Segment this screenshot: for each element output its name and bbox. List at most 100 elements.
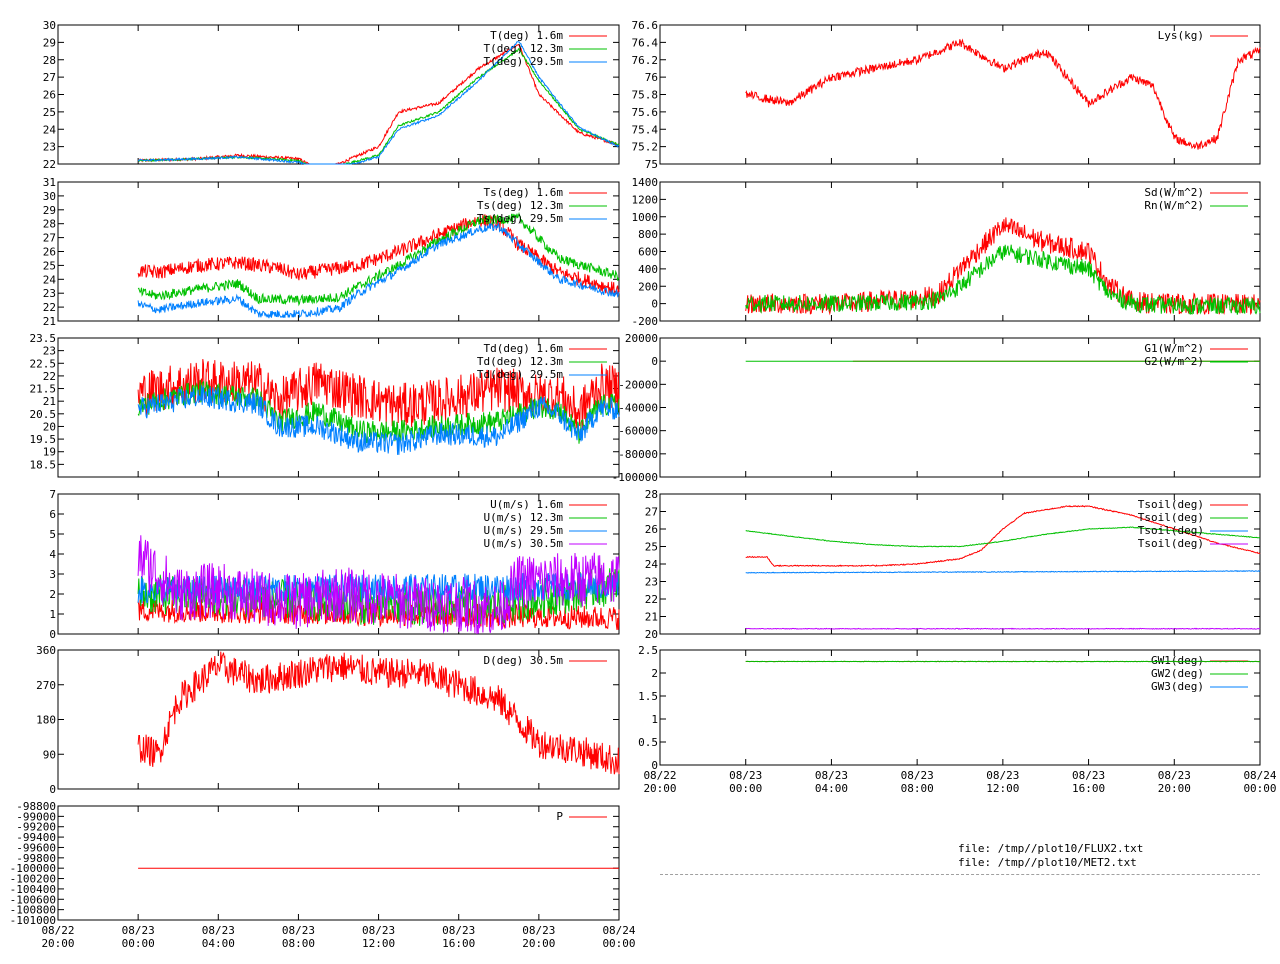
y-tick-label: 1 <box>651 713 658 726</box>
x-tick-label-date: 08/22 <box>41 924 74 937</box>
y-tick-label: 21 <box>645 611 658 624</box>
x-tick-label-time: 12:00 <box>986 782 1019 795</box>
y-tick-label: 0 <box>49 783 56 796</box>
y-tick-label: -98800 <box>16 800 56 813</box>
y-tick-label: 25 <box>43 106 56 119</box>
y-tick-label: 23.5 <box>30 332 57 345</box>
y-tick-label: 75.4 <box>632 123 659 136</box>
y-tick-label: 2.5 <box>638 644 658 657</box>
legend-label: Td(deg) 12.3m <box>477 355 563 368</box>
legend-label: GW1(deg) <box>1151 654 1204 667</box>
x-tick-label-date: 08/23 <box>1158 769 1191 782</box>
y-tick-label: 90 <box>43 748 56 761</box>
legend-label: Sd(W/m^2) <box>1144 186 1204 199</box>
y-tick-label: 27 <box>43 232 56 245</box>
legend-label: U(m/s) 12.3m <box>484 511 564 524</box>
y-tick-label: 1400 <box>632 176 659 189</box>
file-label-flux: file: /tmp//plot10/FLUX2.txt <box>958 842 1143 855</box>
legend-label: U(m/s) 30.5m <box>484 537 564 550</box>
y-tick-label: 0.5 <box>638 736 658 749</box>
y-tick-label: 24 <box>43 273 57 286</box>
x-tick-label-time: 04:00 <box>815 782 848 795</box>
y-tick-label: 26 <box>43 246 56 259</box>
y-tick-label: 2 <box>651 667 658 680</box>
y-tick-label: 3 <box>49 568 56 581</box>
y-tick-label: 360 <box>36 644 56 657</box>
y-tick-label: 75.8 <box>632 89 659 102</box>
y-tick-label: 23 <box>43 345 56 358</box>
y-tick-label: 2 <box>49 588 56 601</box>
x-tick-label-time: 20:00 <box>522 937 555 950</box>
y-tick-label: -40000 <box>618 402 658 415</box>
y-tick-label: 19.5 <box>30 433 57 446</box>
y-tick-label: 0 <box>651 298 658 311</box>
x-tick-label-time: 16:00 <box>442 937 475 950</box>
y-tick-label: 1000 <box>632 211 659 224</box>
y-tick-label: 31 <box>43 176 56 189</box>
y-tick-label: -80000 <box>618 448 658 461</box>
chart-Rad: -2000200400600800100012001400Sd(W/m^2)Rn… <box>632 176 1261 328</box>
y-tick-label: 22 <box>43 370 56 383</box>
y-tick-label: 23 <box>43 287 56 300</box>
y-tick-label: 27 <box>43 71 56 84</box>
x-tick-label-time: 04:00 <box>202 937 235 950</box>
y-tick-label: 24 <box>43 123 57 136</box>
y-tick-label: 1 <box>49 608 56 621</box>
y-tick-label: 24 <box>645 558 659 571</box>
x-tick-label-time: 00:00 <box>1243 782 1276 795</box>
legend-label: T(deg) 29.5m <box>484 55 564 68</box>
x-tick-label-date: 08/23 <box>202 924 235 937</box>
y-tick-label: 20000 <box>625 332 658 345</box>
y-tick-label: 30 <box>43 19 56 32</box>
legend-label: Td(deg) 1.6m <box>484 342 564 355</box>
y-tick-label: 29 <box>43 204 56 217</box>
legend-label: Lys(kg) <box>1158 29 1204 42</box>
chart-Td: 18.51919.52020.52121.52222.52323.5Td(deg… <box>30 332 620 477</box>
y-tick-label: 28 <box>43 54 56 67</box>
y-tick-label: 4 <box>49 548 56 561</box>
y-tick-label: 1200 <box>632 193 659 206</box>
y-tick-label: 200 <box>638 280 658 293</box>
legend-label: Td(deg) 29.5m <box>477 368 563 381</box>
series-line-Ts-2 <box>138 223 619 318</box>
x-tick-label-time: 20:00 <box>643 782 676 795</box>
y-tick-label: 400 <box>638 263 658 276</box>
series-line-D-0 <box>138 652 619 775</box>
series-line-Tsoil-3 <box>746 628 1260 629</box>
x-tick-label-date: 08/23 <box>362 924 395 937</box>
y-tick-label: 22 <box>43 301 56 314</box>
y-tick-label: 28 <box>43 218 56 231</box>
x-tick-label-time: 00:00 <box>122 937 155 950</box>
y-tick-label: 20 <box>645 628 658 641</box>
divider-line <box>660 874 1260 875</box>
x-tick-label-time: 20:00 <box>41 937 74 950</box>
legend-label: GW3(deg) <box>1151 680 1204 693</box>
legend-label: Tsoil(deg) <box>1138 498 1204 511</box>
y-tick-label: 26 <box>43 89 56 102</box>
legend-label: Rn(W/m^2) <box>1144 199 1204 212</box>
y-tick-label: 0 <box>651 355 658 368</box>
legend-label: D(deg) 30.5m <box>484 654 564 667</box>
y-tick-label: 25 <box>645 541 658 554</box>
y-tick-label: 800 <box>638 228 658 241</box>
series-line-Lys-0 <box>746 39 1260 149</box>
y-tick-label: 270 <box>36 679 56 692</box>
chart-D: 0 90 180 270 360 D(deg) 30.5m <box>36 644 619 796</box>
y-tick-label: 180 <box>36 714 56 727</box>
y-tick-label: 27 <box>645 506 658 519</box>
x-tick-label-date: 08/23 <box>442 924 475 937</box>
legend-label: T(deg) 1.6m <box>490 29 563 42</box>
y-tick-label: 75 <box>645 158 658 171</box>
y-tick-label: 29 <box>43 36 56 49</box>
y-tick-label: 21 <box>43 395 56 408</box>
legend-label: U(m/s) 29.5m <box>484 524 564 537</box>
x-tick-label-date: 08/23 <box>1072 769 1105 782</box>
x-tick-label-date: 08/22 <box>643 769 676 782</box>
series-line-Tsoil-2 <box>746 571 1260 573</box>
y-tick-label: 30 <box>43 190 56 203</box>
y-tick-label: 21.5 <box>30 383 57 396</box>
